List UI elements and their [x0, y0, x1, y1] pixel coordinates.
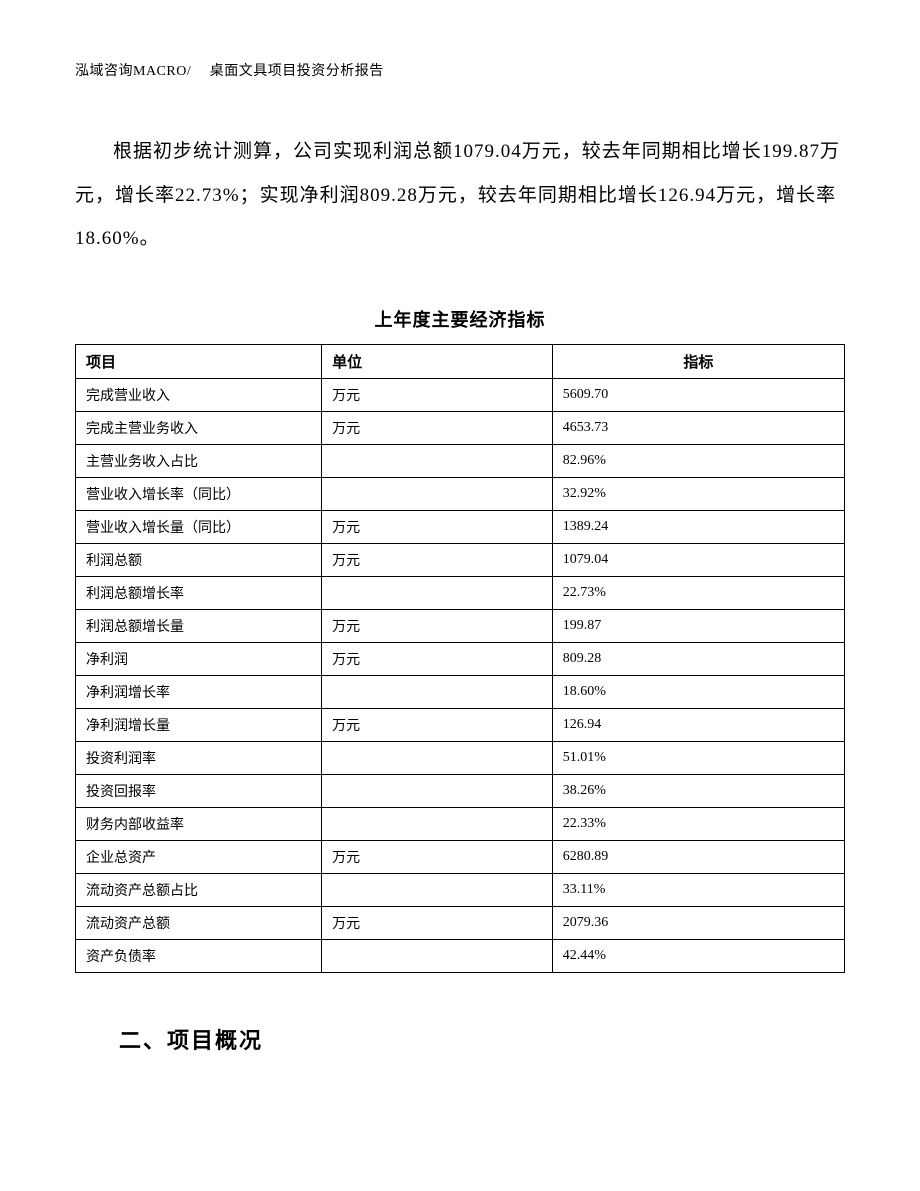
cell-value: 1389.24	[552, 511, 844, 544]
table-row: 营业收入增长率（同比） 32.92%	[76, 478, 845, 511]
table-row: 财务内部收益率 22.33%	[76, 808, 845, 841]
cell-unit	[322, 478, 553, 511]
table-row: 完成主营业务收入万元4653.73	[76, 412, 845, 445]
cell-unit	[322, 874, 553, 907]
table-row: 净利润增长率 18.60%	[76, 676, 845, 709]
cell-value: 2079.36	[552, 907, 844, 940]
table-row: 主营业务收入占比 82.96%	[76, 445, 845, 478]
cell-value: 22.33%	[552, 808, 844, 841]
col-header-unit: 单位	[322, 345, 553, 379]
table-row: 利润总额万元1079.04	[76, 544, 845, 577]
intro-paragraph: 根据初步统计测算，公司实现利润总额1079.04万元，较去年同期相比增长199.…	[75, 130, 845, 261]
cell-value: 1079.04	[552, 544, 844, 577]
cell-item: 利润总额增长量	[76, 610, 322, 643]
cell-unit	[322, 940, 553, 973]
cell-unit	[322, 577, 553, 610]
table-row: 净利润增长量万元126.94	[76, 709, 845, 742]
table-row: 资产负债率 42.44%	[76, 940, 845, 973]
cell-value: 126.94	[552, 709, 844, 742]
cell-item: 资产负债率	[76, 940, 322, 973]
table-row: 流动资产总额万元2079.36	[76, 907, 845, 940]
cell-item: 企业总资产	[76, 841, 322, 874]
cell-value: 4653.73	[552, 412, 844, 445]
table-row: 企业总资产万元6280.89	[76, 841, 845, 874]
table-title: 上年度主要经济指标	[75, 306, 845, 332]
cell-item: 净利润增长量	[76, 709, 322, 742]
cell-value: 5609.70	[552, 379, 844, 412]
col-header-value: 指标	[552, 345, 844, 379]
table-row: 完成营业收入万元5609.70	[76, 379, 845, 412]
cell-item: 流动资产总额	[76, 907, 322, 940]
table-row: 投资回报率 38.26%	[76, 775, 845, 808]
section-heading: 二、项目概况	[75, 1023, 845, 1055]
cell-value: 33.11%	[552, 874, 844, 907]
cell-value: 51.01%	[552, 742, 844, 775]
cell-unit: 万元	[322, 841, 553, 874]
cell-value: 42.44%	[552, 940, 844, 973]
cell-item: 投资回报率	[76, 775, 322, 808]
cell-value: 6280.89	[552, 841, 844, 874]
table-header-row: 项目 单位 指标	[76, 345, 845, 379]
table-row: 利润总额增长率 22.73%	[76, 577, 845, 610]
table-row: 利润总额增长量万元199.87	[76, 610, 845, 643]
cell-value: 82.96%	[552, 445, 844, 478]
cell-unit	[322, 775, 553, 808]
cell-item: 完成主营业务收入	[76, 412, 322, 445]
cell-value: 18.60%	[552, 676, 844, 709]
cell-item: 营业收入增长率（同比）	[76, 478, 322, 511]
cell-unit	[322, 445, 553, 478]
cell-value: 809.28	[552, 643, 844, 676]
table-row: 营业收入增长量（同比）万元1389.24	[76, 511, 845, 544]
cell-item: 主营业务收入占比	[76, 445, 322, 478]
col-header-item: 项目	[76, 345, 322, 379]
cell-unit	[322, 808, 553, 841]
cell-item: 净利润增长率	[76, 676, 322, 709]
cell-unit: 万元	[322, 511, 553, 544]
cell-item: 财务内部收益率	[76, 808, 322, 841]
cell-unit: 万元	[322, 907, 553, 940]
page-header: 泓域咨询MACRO/ 桌面文具项目投资分析报告	[75, 60, 845, 80]
cell-unit	[322, 742, 553, 775]
cell-value: 22.73%	[552, 577, 844, 610]
cell-item: 完成营业收入	[76, 379, 322, 412]
cell-item: 净利润	[76, 643, 322, 676]
cell-item: 流动资产总额占比	[76, 874, 322, 907]
cell-item: 利润总额	[76, 544, 322, 577]
economic-indicators-table: 项目 单位 指标 完成营业收入万元5609.70 完成主营业务收入万元4653.…	[75, 344, 845, 973]
cell-item: 营业收入增长量（同比）	[76, 511, 322, 544]
table-row: 流动资产总额占比 33.11%	[76, 874, 845, 907]
cell-unit: 万元	[322, 379, 553, 412]
table-row: 净利润万元809.28	[76, 643, 845, 676]
cell-value: 32.92%	[552, 478, 844, 511]
cell-item: 利润总额增长率	[76, 577, 322, 610]
cell-unit	[322, 676, 553, 709]
table-row: 投资利润率 51.01%	[76, 742, 845, 775]
cell-item: 投资利润率	[76, 742, 322, 775]
cell-unit: 万元	[322, 709, 553, 742]
cell-unit: 万元	[322, 544, 553, 577]
cell-value: 38.26%	[552, 775, 844, 808]
cell-unit: 万元	[322, 643, 553, 676]
table-body: 完成营业收入万元5609.70 完成主营业务收入万元4653.73 主营业务收入…	[76, 379, 845, 973]
cell-value: 199.87	[552, 610, 844, 643]
cell-unit: 万元	[322, 412, 553, 445]
cell-unit: 万元	[322, 610, 553, 643]
